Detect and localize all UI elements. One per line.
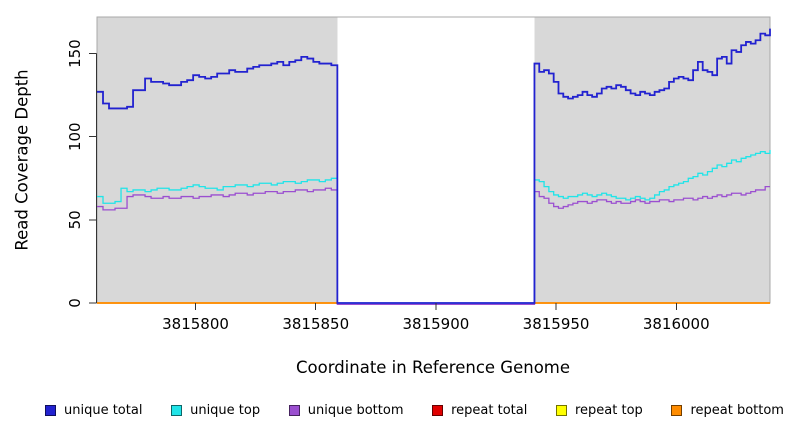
series-line-unique-top: [97, 150, 771, 304]
x-tick-label: 3815800: [162, 315, 229, 333]
legend-item-repeat-bottom: repeat bottom: [671, 403, 784, 418]
legend-item-unique-top: unique top: [171, 403, 260, 418]
legend-swatch-icon-unique-total: [45, 404, 56, 416]
series-line-unique-total: [97, 28, 771, 304]
legend-label-unique-total: unique total: [64, 402, 143, 418]
legend-label-unique-top: unique top: [190, 402, 261, 418]
y-tick-label: 0: [66, 298, 84, 308]
x-tick-label: 3816000: [643, 315, 710, 333]
legend-swatch-icon-unique-bottom: [288, 404, 300, 416]
legend-swatch-icon-repeat-total: [432, 404, 444, 416]
legend-label-repeat-top: repeat top: [575, 402, 643, 418]
legend-swatch-icon-repeat-top: [556, 404, 567, 416]
x-axis-title: Coordinate in Reference Genome: [295, 358, 571, 377]
legend: unique total unique top unique bottom repea…: [45, 399, 784, 421]
legend-item-unique-total: unique total: [45, 403, 142, 418]
coverage-plot: 3815800 3815850 3815900 3815950 3816000 0 50 10…: [66, 16, 771, 333]
y-tick-label: 100: [66, 122, 84, 151]
legend-item-unique-bottom: unique bottom: [288, 402, 404, 418]
x-tick-label: 3815850: [282, 315, 349, 333]
legend-label-repeat-bottom: repeat bottom: [690, 402, 784, 418]
legend-label-repeat-total: repeat total: [451, 402, 528, 418]
x-tick-label: 3815900: [402, 315, 469, 333]
legend-label-unique-bottom: unique bottom: [307, 402, 404, 418]
legend-swatch-icon-repeat-bottom: [671, 404, 683, 416]
covered-region: [97, 17, 338, 303]
y-tick-label: 150: [66, 39, 84, 68]
x-tick-label: 3815950: [523, 315, 590, 333]
y-axis-title: Read Coverage Depth: [12, 69, 32, 251]
legend-item-repeat-total: repeat total: [432, 403, 527, 418]
legend-item-repeat-top: repeat top: [556, 403, 643, 418]
legend-swatch-icon-unique-top: [171, 404, 183, 416]
covered-region: [534, 17, 770, 303]
y-tick-label: 50: [66, 210, 84, 229]
series-line-unique-bottom: [97, 185, 770, 305]
